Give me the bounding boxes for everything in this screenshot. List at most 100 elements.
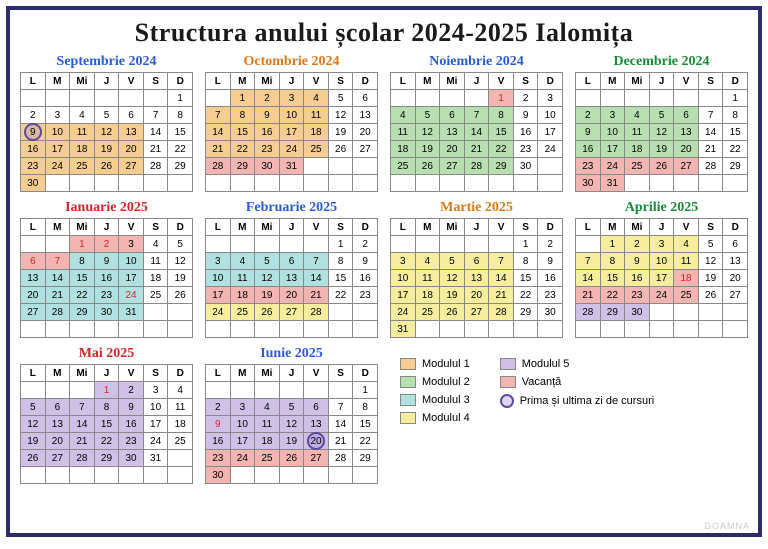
day-cell: 12 — [21, 416, 46, 433]
day-cell — [45, 90, 70, 107]
day-cell: 27 — [723, 287, 748, 304]
day-header: M — [415, 219, 440, 236]
day-cell — [328, 382, 353, 399]
day-header: J — [649, 219, 674, 236]
day-cell — [489, 236, 514, 253]
day-cell — [674, 321, 699, 338]
day-cell: 27 — [21, 304, 46, 321]
day-cell: 14 — [45, 270, 70, 287]
day-cell — [94, 90, 119, 107]
day-cell: 3 — [279, 90, 304, 107]
day-cell — [723, 304, 748, 321]
day-cell: 17 — [600, 141, 625, 158]
day-header: M — [45, 365, 70, 382]
day-cell: 10 — [391, 270, 416, 287]
color-swatch — [400, 412, 416, 424]
calendar-frame: Structura anului școlar 2024-2025 Ialomi… — [6, 6, 762, 537]
day-header: J — [279, 365, 304, 382]
day-cell: 24 — [538, 141, 563, 158]
day-cell — [143, 467, 168, 484]
day-cell: 16 — [576, 141, 601, 158]
day-cell — [206, 90, 231, 107]
day-cell: 24 — [279, 141, 304, 158]
day-cell: 9 — [576, 124, 601, 141]
day-cell: 12 — [94, 124, 119, 141]
day-cell — [538, 158, 563, 175]
day-header: D — [723, 73, 748, 90]
day-cell: 19 — [440, 287, 465, 304]
day-cell: 3 — [206, 253, 231, 270]
day-cell: 30 — [538, 304, 563, 321]
day-header: S — [143, 219, 168, 236]
day-cell: 17 — [206, 287, 231, 304]
calendar-table: LMMiJVSD12345678910111213141516171819202… — [390, 72, 563, 192]
day-cell: 4 — [304, 90, 329, 107]
day-header: S — [698, 73, 723, 90]
day-cell: 6 — [21, 253, 46, 270]
calendar-table: LMMiJVSD12345678910111213141516171819202… — [390, 218, 563, 338]
day-cell: 9 — [206, 416, 231, 433]
legend-label: Modulul 1 — [422, 358, 470, 370]
day-cell: 18 — [255, 433, 280, 450]
day-cell — [698, 90, 723, 107]
day-cell — [698, 321, 723, 338]
day-cell: 14 — [143, 124, 168, 141]
day-header: Mi — [440, 73, 465, 90]
month-block: Decembrie 2024LMMiJVSD123456789101112131… — [575, 54, 748, 192]
day-cell: 16 — [353, 270, 378, 287]
legend-item: Modulul 3 — [400, 394, 470, 406]
day-cell: 9 — [625, 253, 650, 270]
day-cell: 2 — [119, 382, 144, 399]
day-cell: 19 — [94, 141, 119, 158]
day-cell: 20 — [279, 287, 304, 304]
day-cell: 17 — [119, 270, 144, 287]
day-cell — [304, 175, 329, 192]
day-cell: 2 — [255, 90, 280, 107]
day-cell: 14 — [464, 124, 489, 141]
day-header: L — [206, 365, 231, 382]
color-swatch — [400, 358, 416, 370]
day-cell: 28 — [45, 304, 70, 321]
day-cell: 24 — [230, 450, 255, 467]
day-cell: 25 — [415, 304, 440, 321]
day-cell: 12 — [698, 253, 723, 270]
day-header: Mi — [625, 219, 650, 236]
day-cell: 25 — [674, 287, 699, 304]
day-cell: 16 — [513, 124, 538, 141]
day-header: V — [674, 73, 699, 90]
day-cell: 22 — [600, 287, 625, 304]
day-header: V — [489, 219, 514, 236]
day-cell: 22 — [70, 287, 95, 304]
day-cell: 13 — [440, 124, 465, 141]
day-header: L — [21, 219, 46, 236]
day-cell: 3 — [649, 236, 674, 253]
day-header: Mi — [70, 365, 95, 382]
day-cell — [625, 175, 650, 192]
day-header: J — [279, 73, 304, 90]
legend-label: Modulul 5 — [522, 358, 570, 370]
day-header: V — [304, 73, 329, 90]
day-cell — [143, 90, 168, 107]
day-header: M — [45, 219, 70, 236]
day-cell: 29 — [723, 158, 748, 175]
day-cell: 15 — [328, 270, 353, 287]
month-title: Ianuarie 2025 — [20, 200, 193, 216]
day-cell: 6 — [304, 399, 329, 416]
calendar-table: LMMiJVSD12345678910111213141516171819202… — [205, 218, 378, 338]
day-cell: 1 — [513, 236, 538, 253]
day-header: J — [94, 73, 119, 90]
day-cell: 20 — [21, 287, 46, 304]
day-cell: 30 — [513, 158, 538, 175]
day-cell: 13 — [304, 416, 329, 433]
day-header: D — [168, 365, 193, 382]
day-cell: 23 — [513, 141, 538, 158]
month-title: Iunie 2025 — [205, 346, 378, 362]
day-cell: 18 — [168, 416, 193, 433]
day-cell: 16 — [206, 433, 231, 450]
day-cell: 24 — [206, 304, 231, 321]
day-cell: 28 — [576, 304, 601, 321]
day-cell — [304, 467, 329, 484]
day-header: L — [391, 219, 416, 236]
day-cell: 31 — [391, 321, 416, 338]
day-cell: 7 — [206, 107, 231, 124]
